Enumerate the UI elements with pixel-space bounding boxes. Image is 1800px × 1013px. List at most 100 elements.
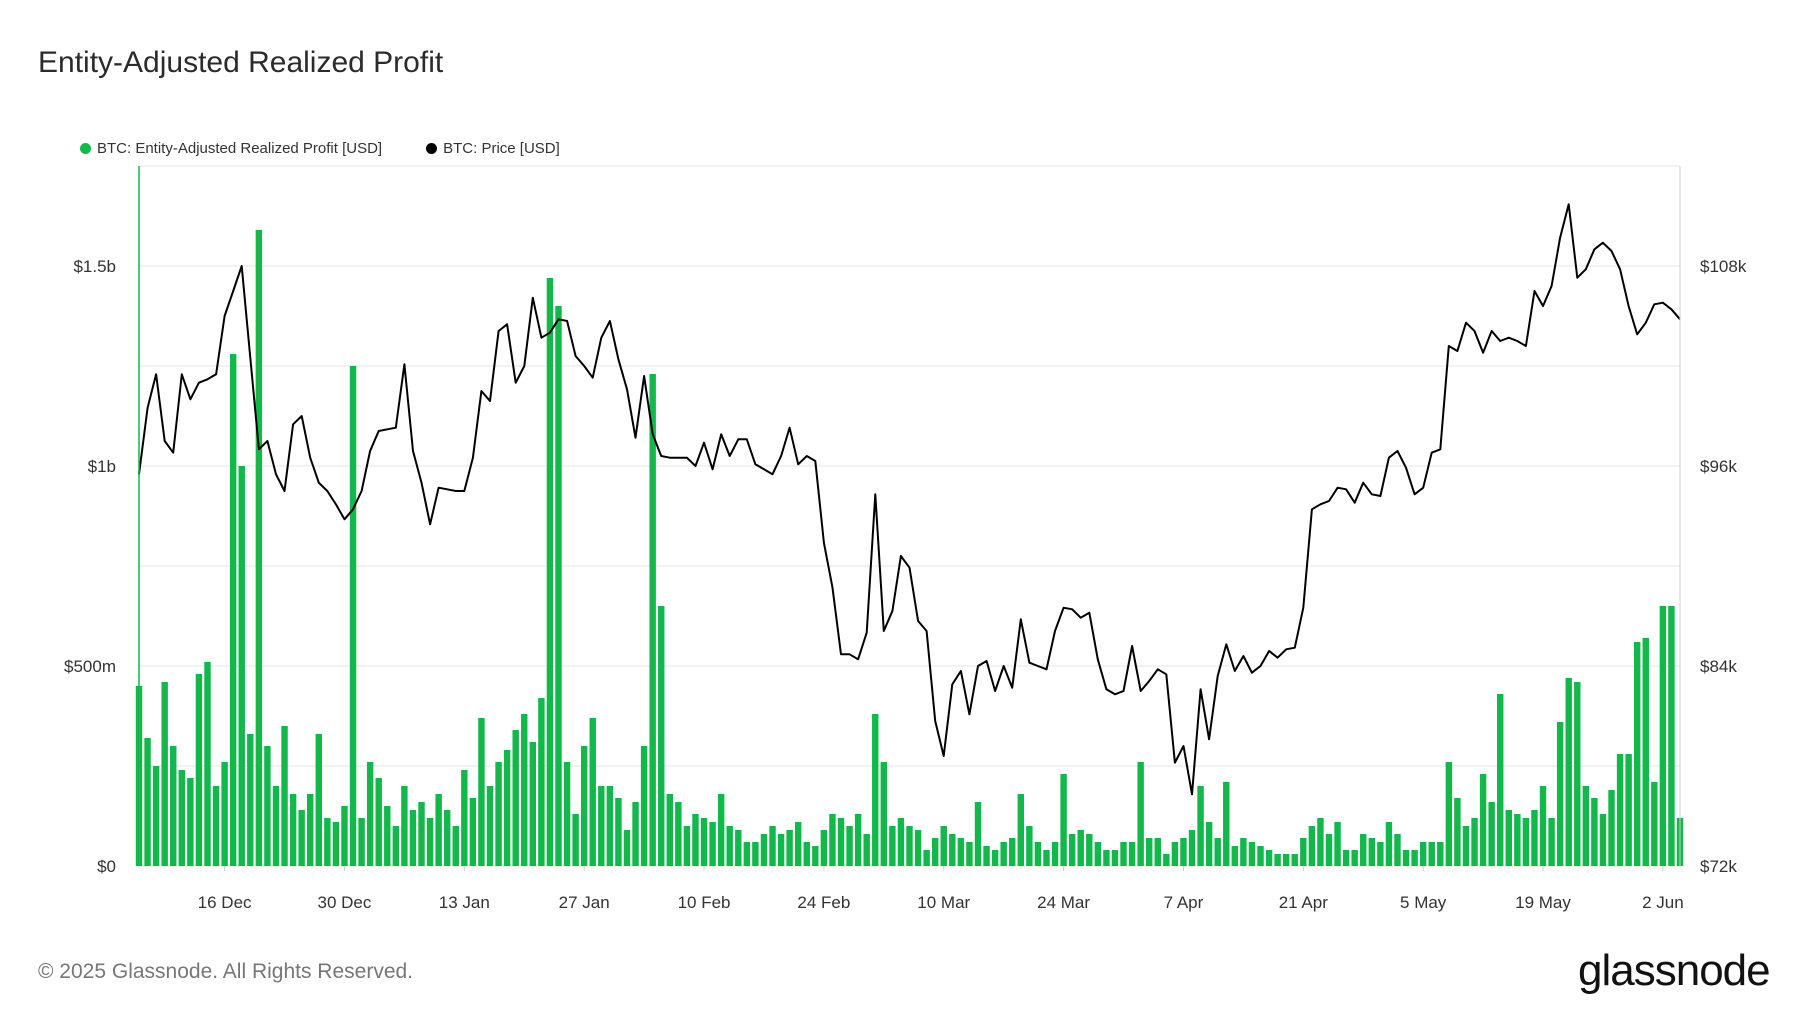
profit-bar bbox=[1462, 826, 1470, 866]
profit-bar bbox=[1086, 834, 1093, 866]
profit-bar bbox=[1642, 638, 1649, 866]
profit-bar bbox=[931, 838, 939, 866]
profit-bar bbox=[281, 726, 288, 866]
profit-bar bbox=[1522, 818, 1530, 866]
profit-bar bbox=[743, 842, 751, 866]
profit-bar bbox=[495, 762, 502, 866]
profit-bar bbox=[1171, 842, 1179, 866]
profit-bar bbox=[486, 786, 494, 866]
profit-bar bbox=[375, 778, 382, 866]
profit-bar bbox=[983, 846, 990, 866]
profit-bar bbox=[1205, 822, 1213, 866]
profit-bar bbox=[555, 306, 562, 866]
profit-bar bbox=[1026, 826, 1033, 866]
profit-bar bbox=[615, 798, 622, 866]
profit-bar bbox=[1377, 842, 1384, 866]
profit-bar bbox=[940, 826, 947, 866]
x-tick-label: 19 May bbox=[1515, 893, 1571, 912]
profit-bar bbox=[717, 794, 725, 866]
glassnode-logo[interactable]: glassnode bbox=[1578, 946, 1771, 995]
profit-bar bbox=[289, 794, 297, 866]
profit-bar bbox=[666, 794, 673, 866]
profit-bar bbox=[1531, 810, 1538, 866]
profit-bar bbox=[1471, 818, 1478, 866]
profit-bar bbox=[1000, 842, 1007, 866]
profit-bar bbox=[409, 810, 417, 866]
profit-bar bbox=[752, 842, 759, 866]
profit-bar bbox=[264, 746, 271, 866]
profit-bar bbox=[1120, 842, 1127, 866]
legend-item-price[interactable]: BTC: Price [USD] bbox=[426, 140, 560, 157]
axes: $0 $500m $1b $1.5b $72k $84k $96k $108k 16 Dec 30… bbox=[64, 166, 1747, 912]
profit-bar bbox=[161, 682, 168, 866]
profit-bar bbox=[1094, 842, 1102, 866]
profit-bar bbox=[1651, 782, 1658, 866]
profit-bar bbox=[221, 762, 228, 866]
profit-bar bbox=[1402, 850, 1410, 866]
profit-bar bbox=[1351, 850, 1358, 866]
profit-bar bbox=[991, 850, 999, 866]
profit-bar bbox=[1659, 606, 1667, 866]
profit-bar bbox=[794, 822, 802, 866]
profit-bar bbox=[786, 830, 793, 866]
y-left-tick-label: $1b bbox=[88, 457, 116, 476]
profit-bar bbox=[580, 746, 588, 866]
profit-bar bbox=[426, 818, 434, 866]
x-tick-label: 24 Feb bbox=[797, 893, 850, 912]
profit-bar bbox=[880, 762, 888, 866]
y-right-tick-label: $72k bbox=[1700, 857, 1737, 876]
y-left-tick-label: $1.5b bbox=[73, 257, 116, 276]
profit-bar bbox=[906, 826, 913, 866]
profit-bar bbox=[152, 766, 160, 866]
profit-bar bbox=[1009, 838, 1016, 866]
profit-bar bbox=[1274, 854, 1281, 866]
profit-bar bbox=[1103, 850, 1110, 866]
price-line-group bbox=[138, 203, 1681, 796]
profit-bar bbox=[589, 718, 596, 866]
profit-bar bbox=[503, 750, 511, 866]
profit-bar bbox=[897, 818, 905, 866]
grid-lines bbox=[139, 165, 1680, 867]
profit-bar bbox=[777, 834, 785, 866]
profit-bar bbox=[854, 814, 862, 866]
legend-dot-profit bbox=[80, 143, 91, 154]
profit-bar bbox=[1591, 798, 1598, 866]
profit-bar bbox=[538, 698, 545, 866]
profit-bar bbox=[1548, 818, 1555, 866]
profit-bar bbox=[1334, 822, 1341, 866]
profit-bar bbox=[1231, 846, 1239, 866]
x-tick-label: 27 Jan bbox=[559, 893, 610, 912]
profit-bar bbox=[1488, 802, 1495, 866]
profit-bar bbox=[1582, 786, 1590, 866]
profit-bar bbox=[957, 838, 965, 866]
x-tick-label: 10 Feb bbox=[678, 893, 731, 912]
legend-item-profit[interactable]: BTC: Entity-Adjusted Realized Profit [US… bbox=[80, 140, 382, 157]
profit-bar bbox=[1633, 642, 1641, 866]
profit-bar bbox=[1146, 838, 1153, 866]
copyright-text: © 2025 Glassnode. All Rights Reserved. bbox=[38, 960, 414, 983]
profit-bar bbox=[829, 814, 836, 866]
profit-bar bbox=[452, 826, 459, 866]
profit-bar bbox=[735, 830, 742, 866]
profit-bar bbox=[949, 834, 956, 866]
profit-bar bbox=[170, 746, 177, 866]
profit-bar bbox=[478, 718, 485, 866]
profit-bar bbox=[820, 830, 828, 866]
profit-bar bbox=[803, 842, 810, 866]
profit-bar bbox=[1360, 834, 1367, 866]
profit-bar bbox=[195, 674, 203, 866]
x-tick-label: 30 Dec bbox=[318, 893, 372, 912]
profit-bar bbox=[349, 366, 357, 866]
chart-title: Entity-Adjusted Realized Profit bbox=[38, 46, 444, 79]
profit-bar bbox=[212, 786, 220, 866]
profit-bar bbox=[1479, 774, 1487, 866]
profit-bar bbox=[461, 770, 468, 866]
profit-bar bbox=[392, 826, 400, 866]
profit-bar bbox=[623, 830, 631, 866]
profit-bar bbox=[1608, 790, 1615, 866]
profit-bar bbox=[1154, 838, 1161, 866]
profit-bar bbox=[632, 802, 639, 866]
profit-bar bbox=[966, 842, 973, 866]
profit-bar bbox=[1111, 850, 1119, 866]
